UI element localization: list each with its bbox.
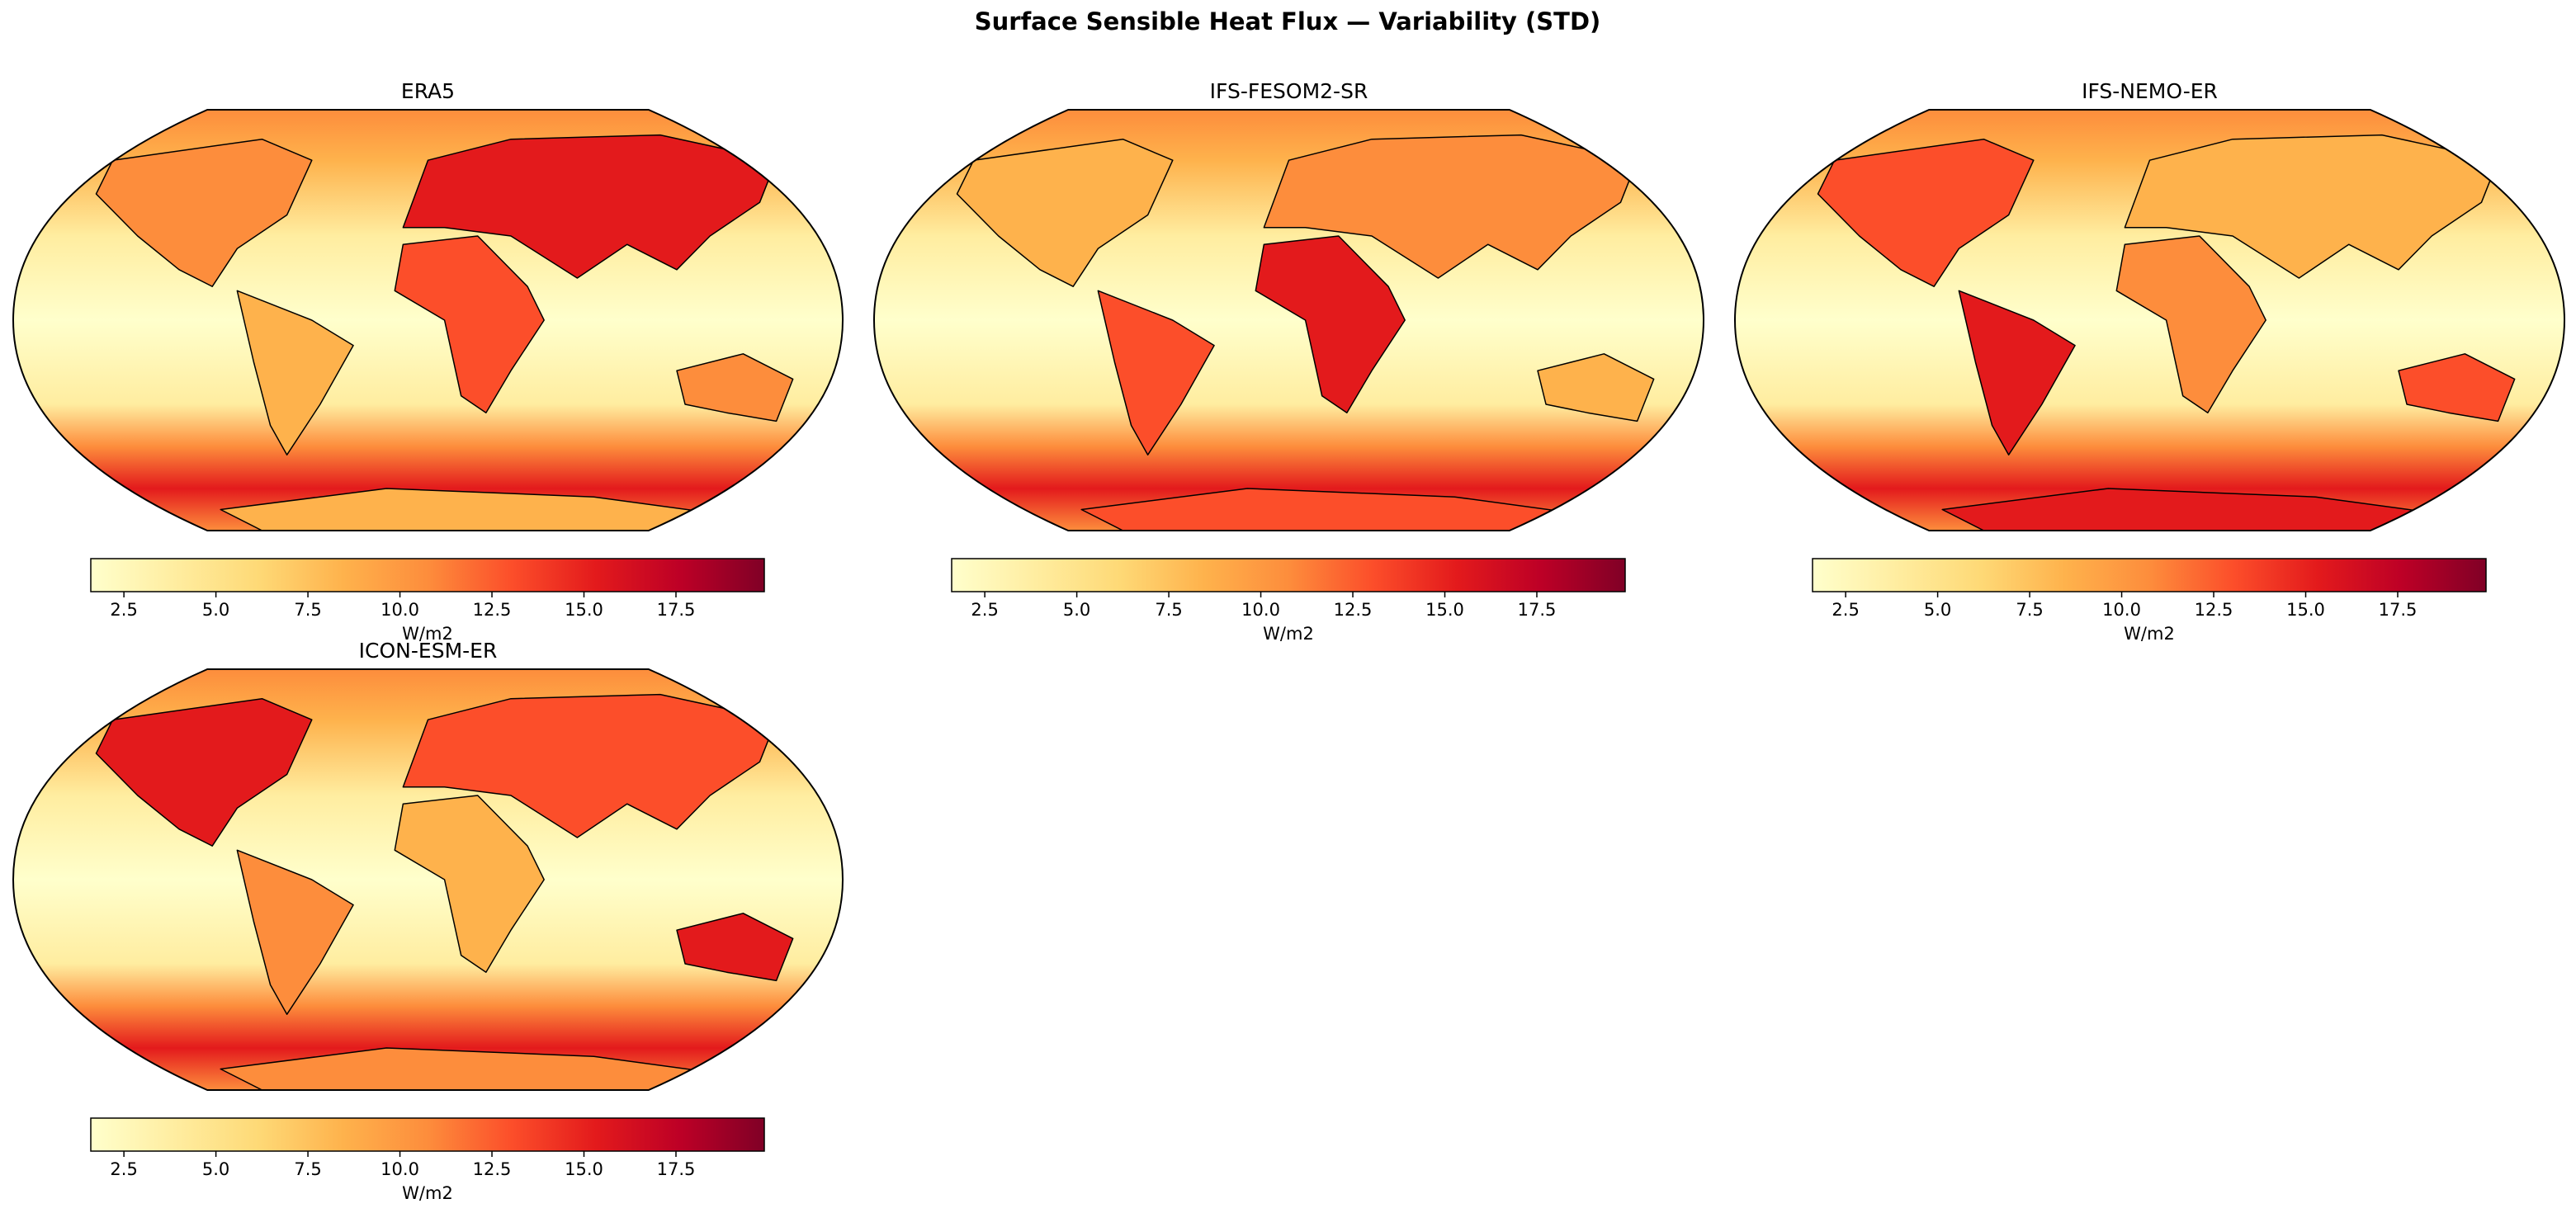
land [402,693,778,838]
land [1097,290,1215,455]
colorbar-tick-label: 15.0 [565,1159,603,1179]
colorbar-tick-label: 5.0 [202,600,229,620]
colorbar-tick-label: 7.5 [2016,600,2043,620]
colorbar-tick-label: 2.5 [110,1159,137,1179]
colorbar-tick-label: 17.5 [657,600,696,620]
colorbar-tick-label: 12.5 [473,1159,512,1179]
panel-title: IFS-NEMO-ER [2082,79,2218,103]
colorbar-tick-label: 7.5 [1155,600,1182,620]
figure-title: Surface Sensible Heat Flux — Variability… [975,7,1601,35]
map-outline [12,109,844,531]
colorbar-tick-label: 5.0 [1924,600,1951,620]
colorbar-tick-label: 15.0 [565,600,603,620]
map-panel: IFS-NEMO-ER 2.5 5.0 7.5 10.0 12.5 15.0 17.5 W/m2 [1733,79,2566,644]
land [394,795,545,973]
colorbar-tick-label: 5.0 [202,1159,229,1179]
land [676,913,794,982]
map-body [874,110,1704,531]
colorbar [90,558,765,592]
colorbar-label: W/m2 [1263,624,1314,644]
panel-title: ICON-ESM-ER [359,639,498,663]
land [1263,134,1638,279]
land [394,235,545,413]
map-body [13,110,843,531]
land [236,290,354,455]
map-panel: IFS-FESOM2-SR 2.5 5.0 7.5 10.0 12.5 15.0 17.5 W/… [872,79,1705,644]
map-outline [872,109,1705,531]
colorbar-label: W/m2 [402,1183,453,1203]
land [236,849,354,1015]
land [95,138,313,287]
land [1958,290,2076,455]
colorbar-tick-label: 2.5 [1832,600,1859,620]
colorbar-tick-label: 10.0 [380,1159,419,1179]
land [2115,235,2266,413]
colorbar-tick-label: 2.5 [110,600,137,620]
colorbar-tick-label: 12.5 [2195,600,2233,620]
land [676,353,794,422]
land [956,138,1174,287]
map-panel: ERA5 2.5 5.0 7.5 10.0 12.5 15.0 17.5 W/m2 [12,79,844,644]
colorbar-tick-label: 17.5 [2379,600,2418,620]
map-panel: ICON-ESM-ER 2.5 5.0 7.5 10.0 12.5 15.0 17.5 W/m2 [12,639,844,1203]
land [1537,353,1655,422]
land [2124,134,2499,279]
colorbar-tick-label: 2.5 [971,600,998,620]
panel-title: ERA5 [401,79,455,103]
colorbar-tick-label: 15.0 [2286,600,2325,620]
colorbar-tick-label: 17.5 [1518,600,1557,620]
map-outline [1733,109,2566,531]
colorbar-tick-label: 10.0 [380,600,419,620]
colorbar-tick-label: 12.5 [1334,600,1373,620]
colorbar-tick-label: 7.5 [294,600,321,620]
land [1255,235,1406,413]
land [402,134,778,279]
colorbar-label: W/m2 [402,624,453,644]
colorbar-tick-label: 17.5 [657,1159,696,1179]
colorbar-label: W/m2 [2124,624,2175,644]
colorbar-tick-label: 10.0 [2102,600,2141,620]
colorbar-tick-label: 15.0 [1425,600,1464,620]
land [1817,138,2035,287]
colorbar-tick-label: 10.0 [1241,600,1280,620]
land [2398,353,2516,422]
colorbar-tick-label: 12.5 [473,600,512,620]
colorbar [1812,558,2487,592]
land [95,697,313,847]
colorbar-tick-label: 5.0 [1063,600,1090,620]
colorbar [90,1117,765,1152]
map-body [13,669,843,1090]
colorbar [951,558,1626,592]
panel-title: IFS-FESOM2-SR [1210,79,1368,103]
map-body [1735,110,2564,531]
colorbar-tick-label: 7.5 [294,1159,321,1179]
map-outline [12,668,844,1091]
